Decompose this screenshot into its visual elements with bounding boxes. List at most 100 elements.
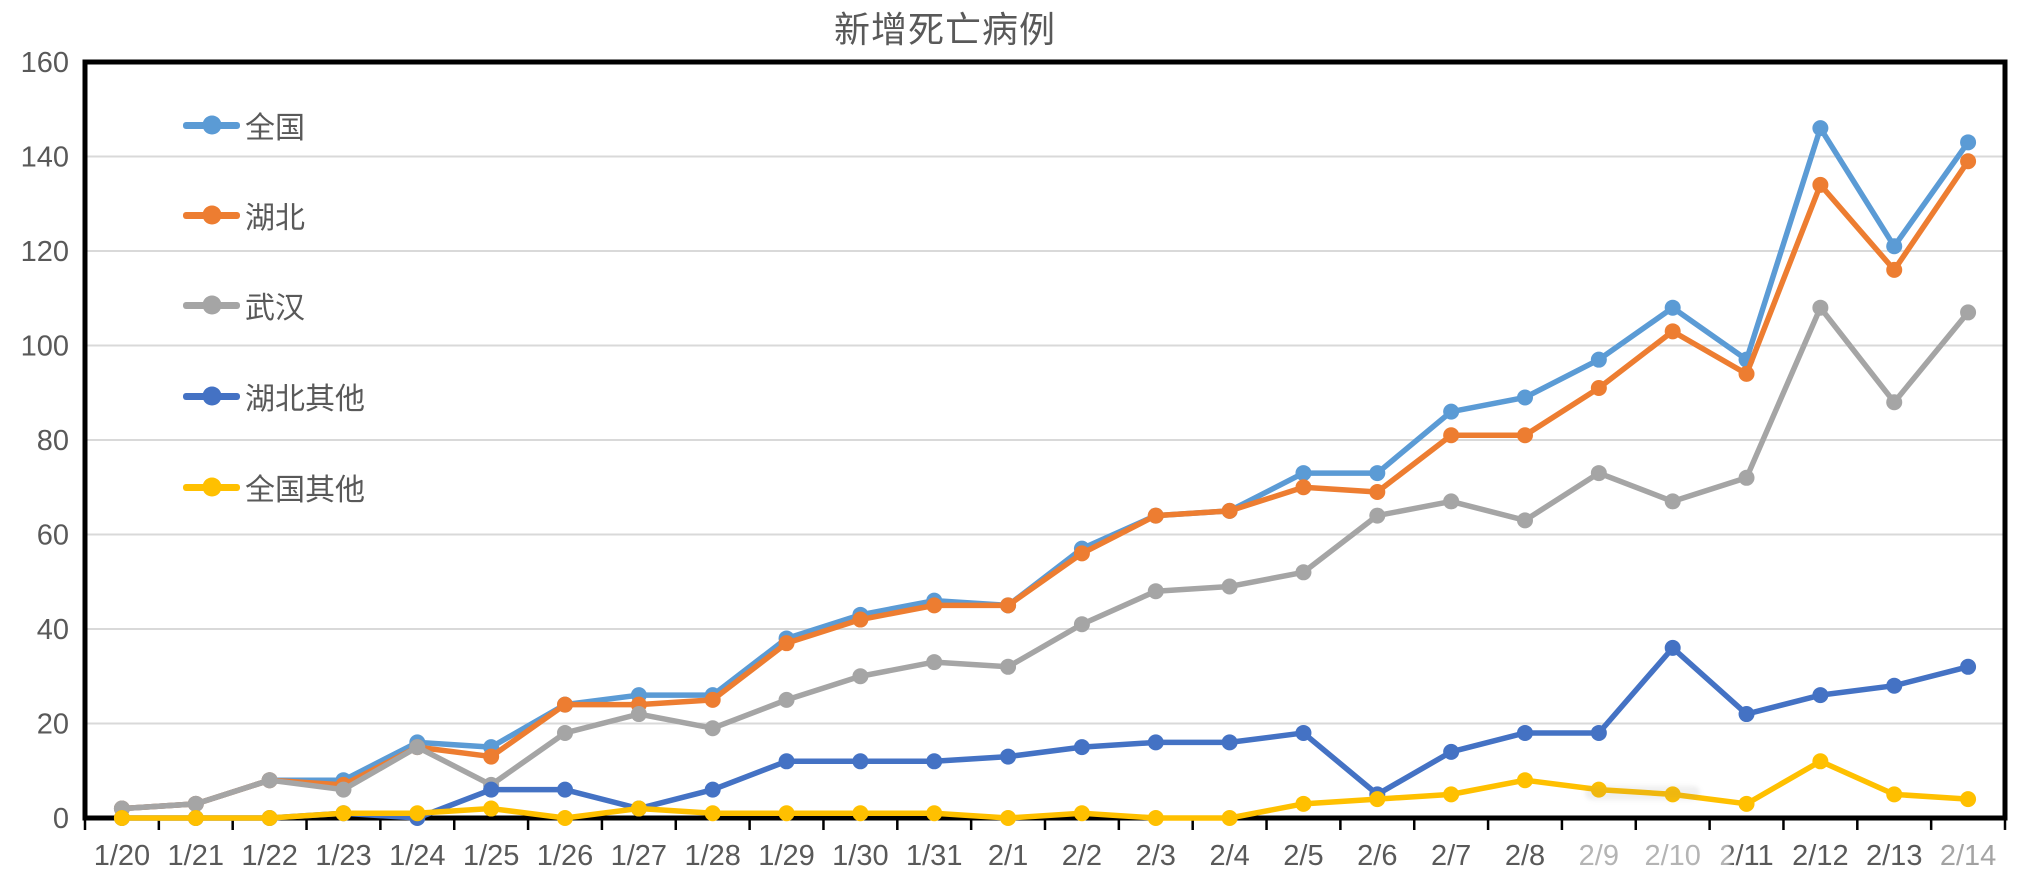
data-point-national-other <box>1812 753 1829 770</box>
data-point-hubei <box>1000 597 1017 614</box>
data-point-hubei <box>1295 479 1312 496</box>
x-axis-label: 1/24 <box>389 840 445 872</box>
series-line-hubei-other <box>119 645 1971 821</box>
data-point-hubei-other <box>1590 724 1607 741</box>
x-axis-label: 2/11 <box>1719 840 1773 872</box>
y-axis-label: 40 <box>37 614 69 646</box>
data-point-wuhan <box>1664 493 1681 510</box>
data-point-national-other <box>483 800 500 817</box>
y-axis-label: 0 <box>53 803 69 835</box>
data-point-wuhan <box>261 772 278 789</box>
legend-item-wuhan: 武汉 <box>183 288 305 325</box>
legend-label: 全国其他 <box>245 474 365 507</box>
legend-label: 全国 <box>245 112 305 145</box>
data-point-national-other <box>409 805 426 822</box>
data-point-national-other <box>1221 810 1238 826</box>
x-axis-label: 2/4 <box>1209 840 1249 872</box>
data-point-national-other <box>1000 810 1017 826</box>
data-point-wuhan <box>630 706 647 723</box>
data-point-national-other <box>1443 786 1460 803</box>
x-axis-label: 2/6 <box>1357 840 1397 872</box>
data-point-national-other <box>335 805 352 822</box>
data-point-hubei <box>483 748 500 765</box>
data-point-hubei <box>778 635 795 652</box>
data-point-wuhan <box>409 739 426 756</box>
series-national-other <box>113 753 1977 826</box>
data-point-hubei <box>1886 261 1903 278</box>
legend-dot-icon <box>202 205 221 225</box>
series-line-national-other <box>119 758 1971 821</box>
data-point-national-other <box>261 810 278 826</box>
legend-dot-icon <box>202 295 221 315</box>
x-axis-label: 1/27 <box>611 840 667 872</box>
x-axis-label: 1/20 <box>94 840 150 872</box>
x-axis-label: 1/22 <box>241 840 297 872</box>
x-axis-label: 1/29 <box>758 840 814 872</box>
data-point-wuhan <box>1738 469 1755 486</box>
data-point-national <box>1812 120 1829 137</box>
legend-item-hubei-other: 湖北其他 <box>183 379 365 416</box>
data-point-hubei <box>1664 323 1681 340</box>
data-point-hubei-other <box>483 781 500 798</box>
data-point-national-other <box>1738 795 1755 812</box>
data-point-national-other <box>557 810 573 826</box>
chart-title: 新增死亡病例 <box>833 9 1056 50</box>
data-point-national <box>1443 403 1460 420</box>
x-axis-label: 2/13 <box>1866 840 1922 872</box>
data-point-wuhan <box>926 654 943 671</box>
x-axis-label: 2/7 <box>1431 840 1471 872</box>
x-axis-label: 2/10 <box>1644 840 1700 872</box>
data-point-national-other <box>1664 786 1681 803</box>
legend-dot-icon <box>202 386 221 406</box>
data-point-national <box>1664 299 1681 316</box>
series-line-hubei <box>119 158 1971 812</box>
data-point-wuhan <box>187 795 204 812</box>
legend-item-national-other: 全国其他 <box>183 470 365 507</box>
y-axis-label: 100 <box>21 331 69 363</box>
data-point-hubei-other <box>1221 734 1238 751</box>
data-point-hubei-other <box>1664 639 1681 656</box>
data-point-national <box>1960 134 1977 151</box>
legend-marker-icon <box>183 386 240 406</box>
data-point-national-other <box>1886 786 1903 803</box>
x-axis-label: 2/3 <box>1136 840 1176 872</box>
data-point-hubei-other <box>1073 739 1090 756</box>
x-axis-label: 1/30 <box>832 840 888 872</box>
data-point-hubei-other <box>1147 734 1164 751</box>
data-point-national <box>1295 465 1312 482</box>
data-point-national-other <box>1295 795 1312 812</box>
y-axis-labels: 0 20 40 60 80 100 120 140 160 <box>21 47 69 835</box>
y-axis-label: 140 <box>21 142 69 174</box>
data-point-hubei-other <box>778 753 795 770</box>
legend-label: 湖北其他 <box>245 383 365 416</box>
data-point-wuhan <box>335 781 352 798</box>
y-axis-label: 20 <box>37 709 69 741</box>
data-point-wuhan <box>704 720 721 737</box>
y-axis-label: 160 <box>21 47 69 79</box>
data-point-hubei-other <box>852 753 869 770</box>
data-point-hubei <box>1443 427 1460 444</box>
data-point-hubei <box>1738 365 1755 382</box>
series-hubei <box>113 153 1977 817</box>
data-point-national-other <box>926 805 943 822</box>
data-point-national <box>1590 351 1607 368</box>
data-point-hubei-other <box>1517 724 1533 741</box>
x-axis-label: 1/31 <box>906 840 962 872</box>
data-point-hubei-other <box>1960 658 1977 675</box>
x-axis-label: 1/28 <box>684 840 740 872</box>
data-point-hubei <box>852 611 869 628</box>
data-point-wuhan <box>1000 658 1017 675</box>
legend-label: 湖北 <box>245 202 305 235</box>
data-point-national-other <box>1369 791 1386 808</box>
x-axis-label: 1/25 <box>463 840 519 872</box>
data-point-national-other <box>1073 805 1090 822</box>
gridlines <box>85 155 2005 725</box>
data-point-hubei-other <box>926 753 943 770</box>
x-axis-label: 2/5 <box>1283 840 1323 872</box>
data-point-wuhan <box>1886 394 1903 411</box>
data-point-wuhan <box>852 668 869 685</box>
legend-label: 武汉 <box>245 292 305 325</box>
data-point-hubei-other <box>1295 724 1312 741</box>
data-point-national-other <box>1960 791 1977 808</box>
data-point-national <box>1369 465 1386 482</box>
